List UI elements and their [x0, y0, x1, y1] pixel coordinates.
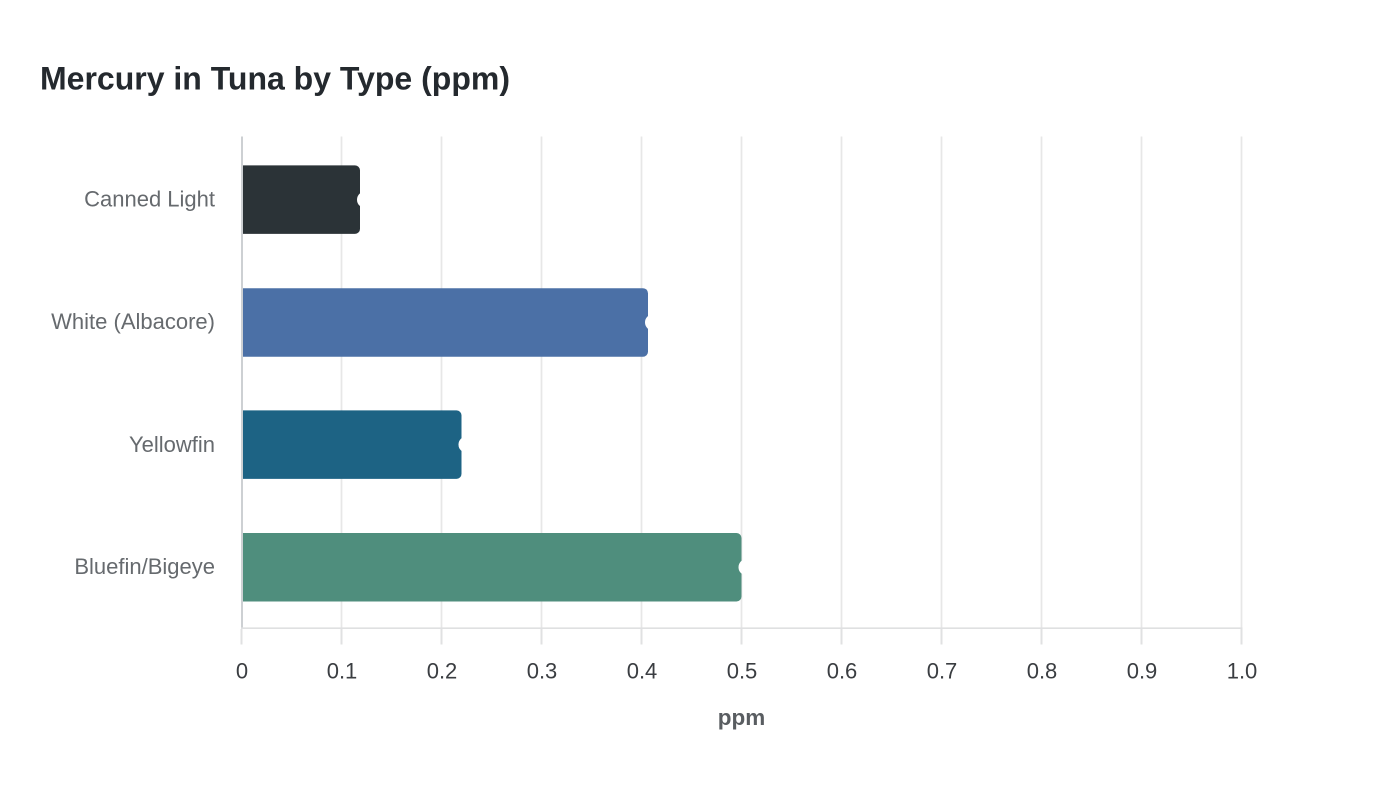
svg-text:0.3: 0.3: [527, 659, 558, 684]
svg-text:Bluefin/Bigeye: Bluefin/Bigeye: [74, 554, 215, 579]
svg-text:0.8: 0.8: [1027, 659, 1058, 684]
svg-text:0.6: 0.6: [827, 659, 858, 684]
svg-text:0.5: 0.5: [727, 659, 758, 684]
svg-text:0.4: 0.4: [627, 659, 658, 684]
svg-text:Canned Light: Canned Light: [84, 186, 215, 211]
svg-text:0.7: 0.7: [927, 659, 958, 684]
svg-text:White (Albacore): White (Albacore): [51, 309, 215, 334]
svg-text:0.9: 0.9: [1127, 659, 1158, 684]
svg-text:ppm: ppm: [718, 705, 766, 730]
svg-text:0: 0: [236, 659, 248, 684]
svg-text:Yellowfin: Yellowfin: [129, 432, 215, 457]
svg-text:1.0: 1.0: [1227, 659, 1258, 684]
svg-text:0.2: 0.2: [427, 659, 458, 684]
svg-text:0.1: 0.1: [327, 659, 358, 684]
svg-text:Mercury in Tuna by Type (ppm): Mercury in Tuna by Type (ppm): [40, 61, 510, 97]
